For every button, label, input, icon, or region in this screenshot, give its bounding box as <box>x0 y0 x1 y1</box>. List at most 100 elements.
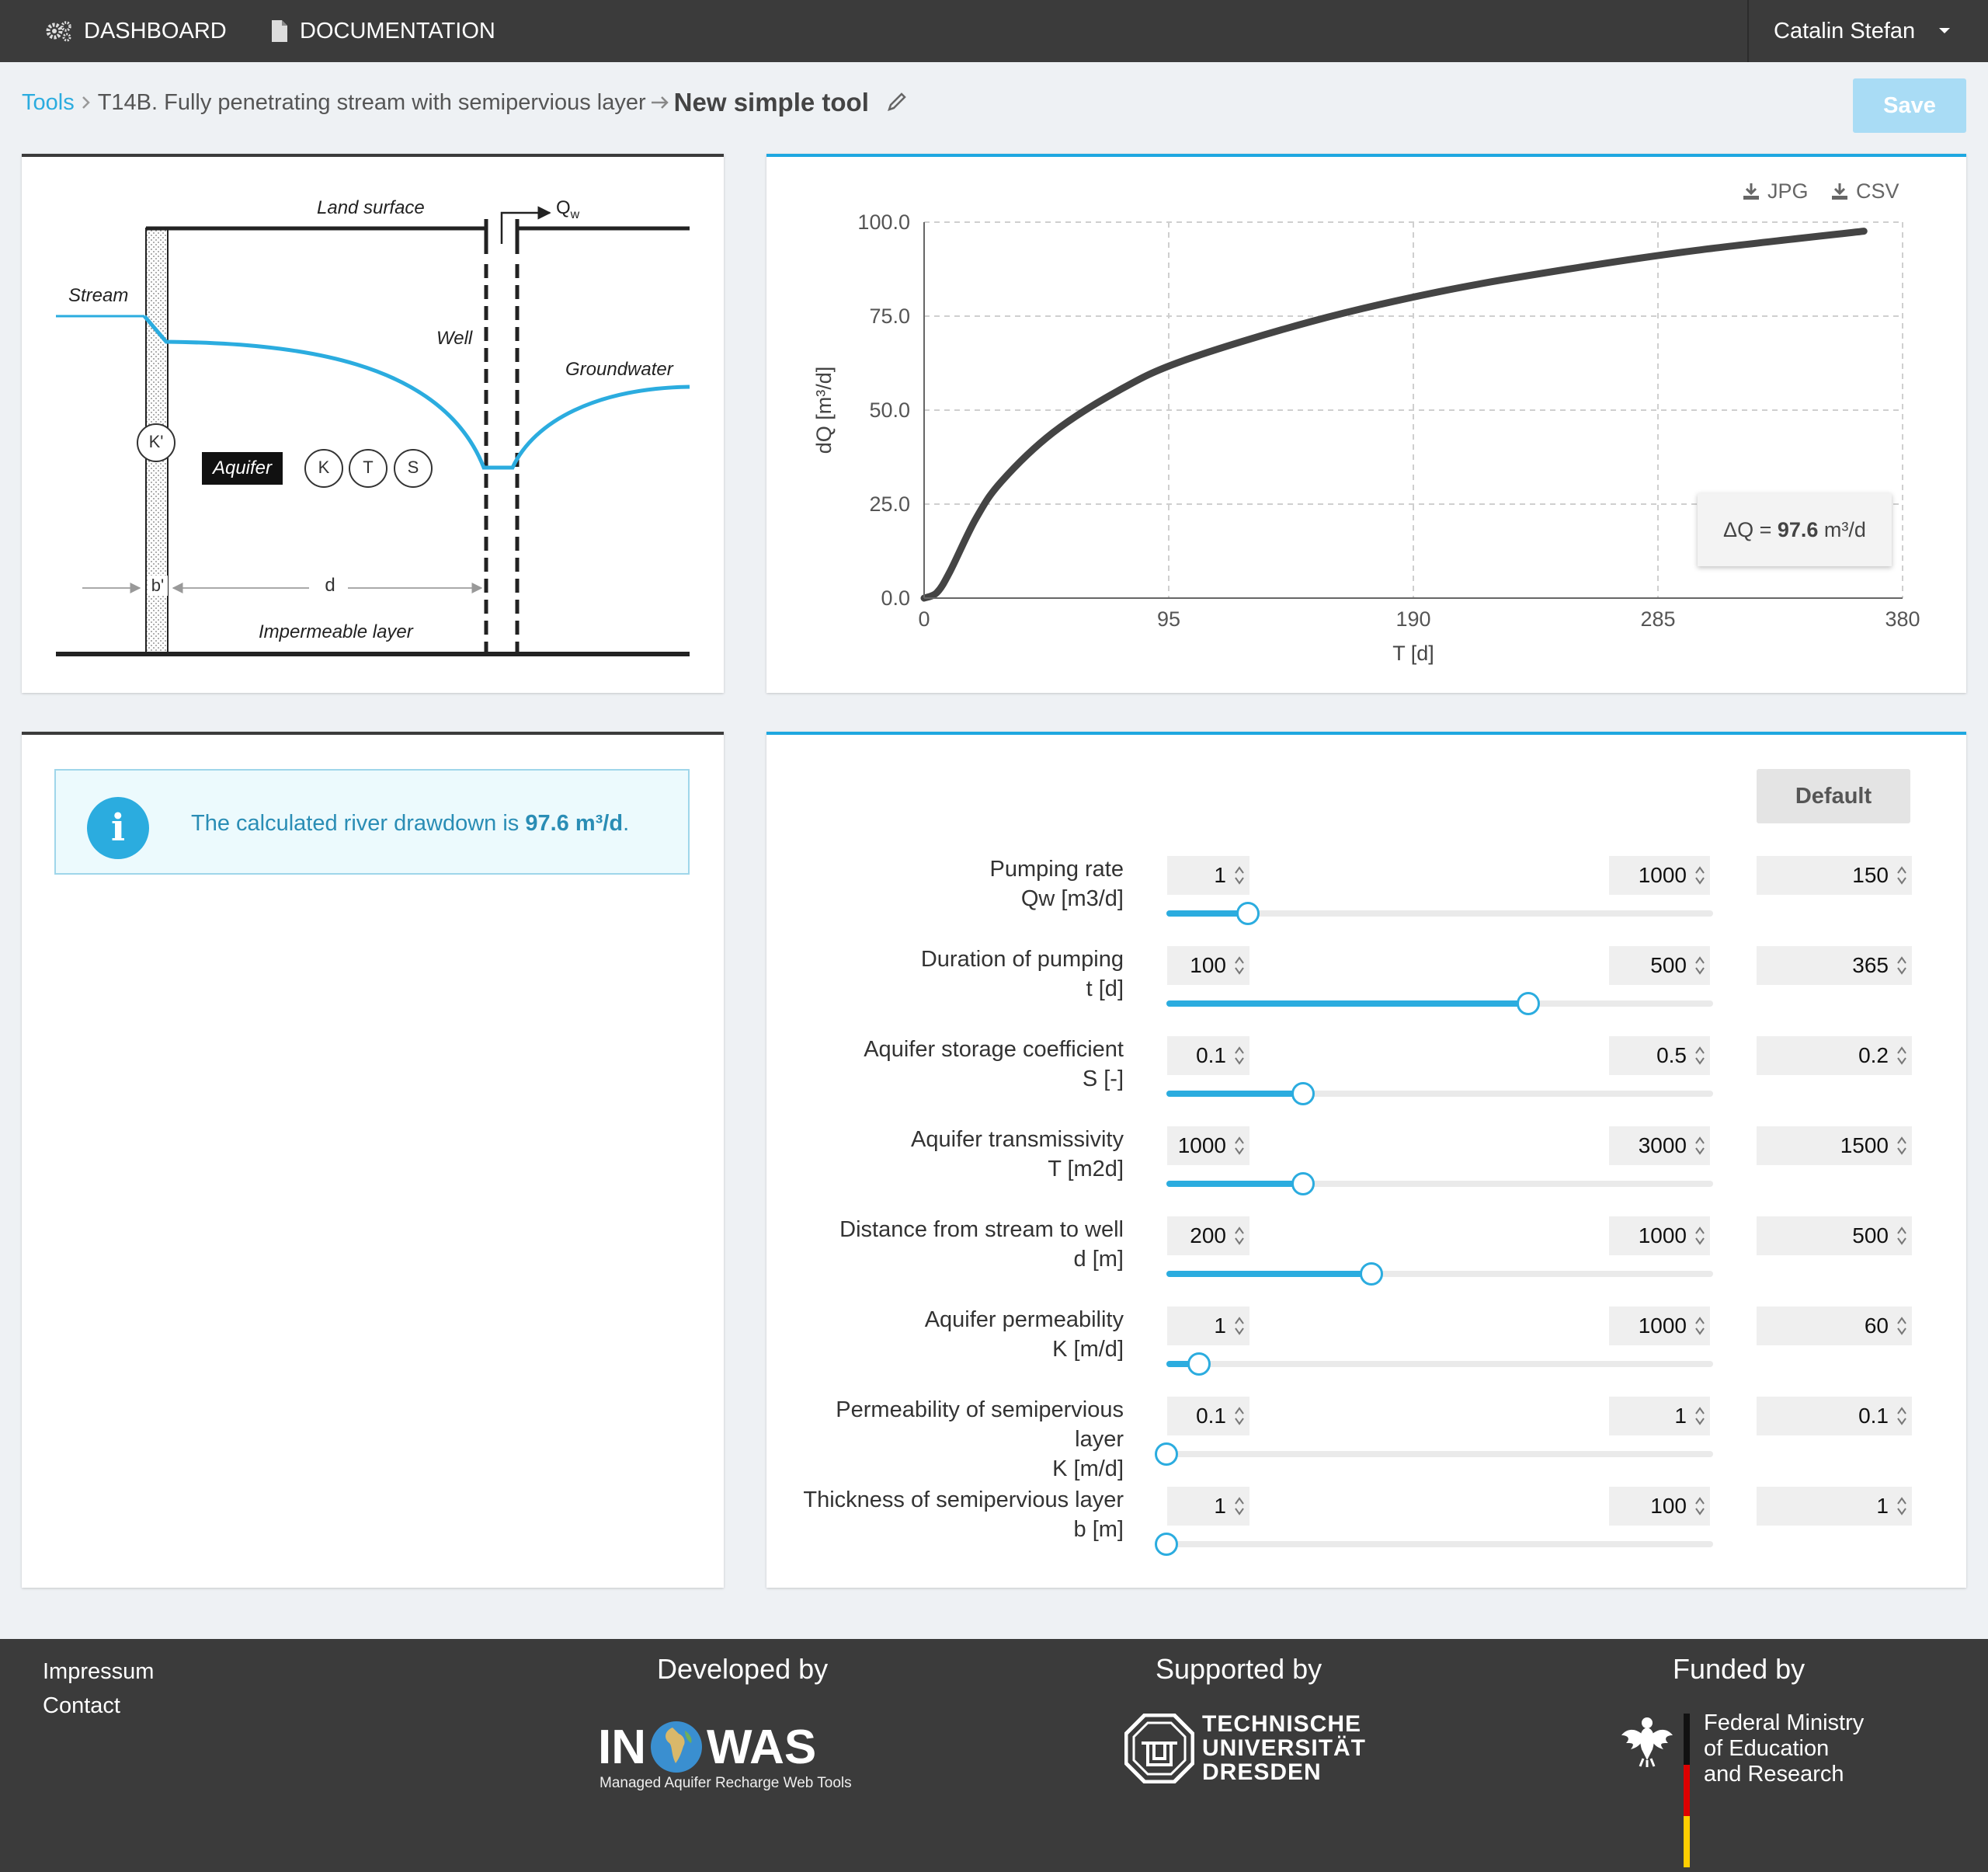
param-slider[interactable] <box>1166 1262 1713 1286</box>
param-number: 0.1 <box>1858 1404 1889 1428</box>
nav-dashboard[interactable]: DASHBOARD <box>45 0 227 62</box>
param-min-input[interactable]: 0.1 <box>1167 1397 1249 1435</box>
slider-handle[interactable] <box>1187 1352 1211 1376</box>
param-min-input[interactable]: 1000 <box>1167 1126 1249 1165</box>
qw-label-main: Q <box>556 197 571 218</box>
tu-dresden-wordmark[interactable]: TECHNISCHE UNIVERSITÄT DRESDEN <box>1202 1712 1366 1784</box>
param-slider[interactable] <box>1166 1082 1713 1105</box>
s-label: S <box>407 458 419 477</box>
param-label: Pumping rate Qw [m3/d] <box>766 854 1124 913</box>
slider-handle[interactable] <box>1517 992 1541 1015</box>
param-number: 1000 <box>1177 1133 1226 1157</box>
spinner-arrows-icon[interactable] <box>1896 1135 1907 1157</box>
x-axis-label: T [d] <box>1392 642 1434 665</box>
breadcrumb-tool-name[interactable]: T14B. Fully penetrating stream with semi… <box>97 89 646 115</box>
spinner-arrows-icon[interactable] <box>1896 1225 1907 1247</box>
slider-handle[interactable] <box>1236 902 1260 925</box>
chart-tooltip: ΔQ = 97.6 m³/d <box>1698 493 1892 566</box>
param-number: 1000 <box>1638 1314 1687 1338</box>
param-slider[interactable] <box>1155 1442 1713 1466</box>
slider-fill <box>1166 1271 1371 1277</box>
spinner-arrows-icon[interactable] <box>1694 955 1705 976</box>
param-min-input[interactable]: 200 <box>1167 1216 1249 1255</box>
param-min-input[interactable]: 1 <box>1167 856 1249 895</box>
spinner-arrows-icon[interactable] <box>1896 1045 1907 1066</box>
download-csv-button[interactable]: CSV <box>1830 177 1899 205</box>
param-number: 365 <box>1852 953 1889 977</box>
param-label-name: Thickness of semipervious layer <box>803 1488 1124 1512</box>
param-min-input[interactable]: 100 <box>1167 946 1249 985</box>
spinner-arrows-icon[interactable] <box>1896 1405 1907 1427</box>
spinner-arrows-icon[interactable] <box>1694 1495 1705 1517</box>
param-value-input[interactable]: 1 <box>1757 1487 1912 1526</box>
param-slider[interactable] <box>1155 1533 1713 1556</box>
spinner-arrows-icon[interactable] <box>1234 1045 1245 1066</box>
spinner-arrows-icon[interactable] <box>1234 955 1245 976</box>
breadcrumb-tools-link[interactable]: Tools <box>22 89 75 115</box>
param-max-input[interactable]: 1000 <box>1609 856 1710 895</box>
user-menu[interactable]: Catalin Stefan <box>1774 0 1963 62</box>
param-slider[interactable] <box>1166 902 1713 925</box>
param-max-input[interactable]: 0.5 <box>1609 1036 1710 1075</box>
param-slider[interactable] <box>1166 992 1713 1015</box>
spinner-arrows-icon[interactable] <box>1694 865 1705 886</box>
spinner-arrows-icon[interactable] <box>1694 1045 1705 1066</box>
param-slider[interactable] <box>1166 1172 1713 1195</box>
download-icon <box>1743 183 1759 200</box>
download-jpg-button[interactable]: JPG <box>1741 177 1809 205</box>
slider-handle[interactable] <box>1291 1172 1315 1195</box>
spinner-arrows-icon[interactable] <box>1694 1135 1705 1157</box>
param-max-input[interactable]: 1000 <box>1609 1216 1710 1255</box>
param-min-input[interactable]: 1 <box>1167 1487 1249 1526</box>
spinner-arrows-icon[interactable] <box>1234 1315 1245 1337</box>
param-max-input[interactable]: 500 <box>1609 946 1710 985</box>
contact-link[interactable]: Contact <box>43 1693 120 1718</box>
save-button[interactable]: Save <box>1853 78 1966 133</box>
nav-documentation[interactable]: DOCUMENTATION <box>270 0 495 62</box>
param-value-input[interactable]: 0.2 <box>1757 1036 1912 1075</box>
slider-handle[interactable] <box>1360 1262 1383 1286</box>
spinner-arrows-icon[interactable] <box>1234 865 1245 886</box>
param-value-input[interactable]: 150 <box>1757 856 1912 895</box>
param-value-input[interactable]: 0.1 <box>1757 1397 1912 1435</box>
param-value-input[interactable]: 365 <box>1757 946 1912 985</box>
k-label: K <box>318 458 330 477</box>
spinner-arrows-icon[interactable] <box>1896 955 1907 976</box>
spinner-arrows-icon[interactable] <box>1896 1315 1907 1337</box>
spinner-arrows-icon[interactable] <box>1694 1225 1705 1247</box>
pencil-icon[interactable] <box>880 91 911 114</box>
slider-handle[interactable] <box>1155 1442 1178 1466</box>
info-icon: i <box>87 797 149 859</box>
impressum-link[interactable]: Impressum <box>43 1659 155 1684</box>
globe-icon <box>651 1721 702 1773</box>
tooltip-prefix: ΔQ = <box>1723 517 1778 541</box>
drawdown-chart: 0 95 190 285 380 0.0 25.0 50.0 75.0 100.0 T [d] dQ … <box>812 211 1920 665</box>
param-value-input[interactable]: 60 <box>1757 1307 1912 1345</box>
y-tick-label: 100.0 <box>857 211 910 234</box>
inowas-logo[interactable]: IN WAS <box>598 1712 816 1782</box>
spinner-arrows-icon[interactable] <box>1896 865 1907 886</box>
inowas-subtitle: Managed Aquifer Recharge Web Tools <box>600 1775 852 1791</box>
slider-handle[interactable] <box>1155 1533 1178 1556</box>
param-max-input[interactable]: 1 <box>1609 1397 1710 1435</box>
param-max-input[interactable]: 1000 <box>1609 1307 1710 1345</box>
well-label: Well <box>436 328 473 349</box>
param-number: 0.2 <box>1858 1043 1889 1067</box>
param-max-input[interactable]: 100 <box>1609 1487 1710 1526</box>
spinner-arrows-icon[interactable] <box>1234 1225 1245 1247</box>
spinner-arrows-icon[interactable] <box>1694 1315 1705 1337</box>
spinner-arrows-icon[interactable] <box>1694 1405 1705 1427</box>
spinner-arrows-icon[interactable] <box>1234 1405 1245 1427</box>
spinner-arrows-icon[interactable] <box>1896 1495 1907 1517</box>
param-min-input[interactable]: 0.1 <box>1167 1036 1249 1075</box>
spinner-arrows-icon[interactable] <box>1234 1495 1245 1517</box>
spinner-arrows-icon[interactable] <box>1234 1135 1245 1157</box>
default-button[interactable]: Default <box>1757 769 1910 823</box>
slider-handle[interactable] <box>1291 1082 1315 1105</box>
param-slider[interactable] <box>1166 1352 1713 1376</box>
bmbf-wordmark[interactable]: Federal Ministry of Education and Resear… <box>1704 1710 1864 1787</box>
param-value-input[interactable]: 1500 <box>1757 1126 1912 1165</box>
param-value-input[interactable]: 500 <box>1757 1216 1912 1255</box>
param-min-input[interactable]: 1 <box>1167 1307 1249 1345</box>
param-max-input[interactable]: 3000 <box>1609 1126 1710 1165</box>
